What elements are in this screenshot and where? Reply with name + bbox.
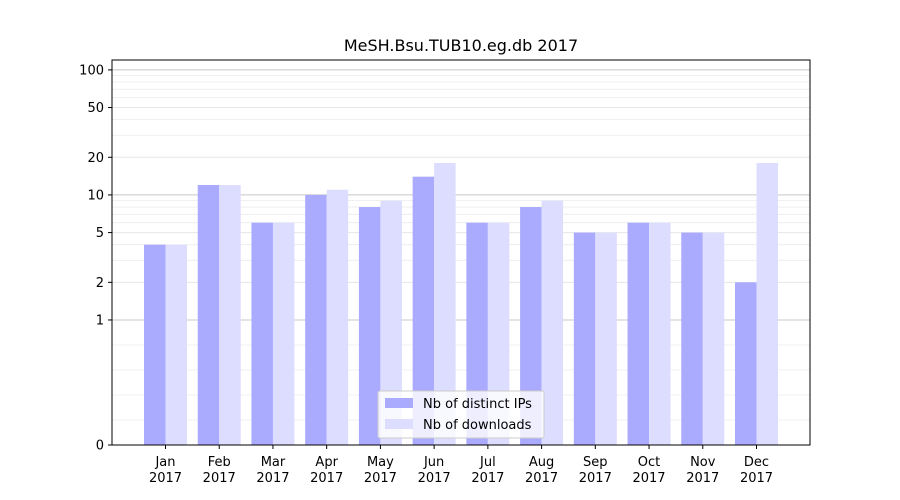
x-tick-label-month: Aug [529,455,554,470]
bar-downloads [380,200,402,445]
bar-distinct-ips [573,232,596,445]
x-tick-label-year: 2017 [740,471,773,486]
bar-downloads [649,222,671,445]
bar-downloads [434,163,456,445]
x-tick-label-year: 2017 [256,471,289,486]
y-tick-label: 20 [87,151,104,166]
axes-layer: 0125102050100Jan2017Feb2017Mar2017Apr201… [79,63,773,486]
y-tick-label: 1 [96,313,104,328]
bar-downloads [541,200,564,445]
x-tick-label-month: Feb [208,455,231,470]
x-tick-label-month: Jan [154,455,175,470]
x-tick-label-month: May [367,455,394,470]
bar-downloads [756,163,778,445]
x-tick-label-month: Oct [638,455,660,470]
bar-distinct-ips [627,222,650,445]
legend: Nb of distinct IPs Nb of downloads [377,390,545,439]
legend-label-downloads: Nb of downloads [423,418,532,433]
x-tick-label-year: 2017 [525,471,558,486]
x-tick-label-year: 2017 [364,471,397,486]
legend-label-distinct-ips: Nb of distinct IPs [423,397,532,412]
x-tick-label-month: Sep [583,455,608,470]
chart-title: MeSH.Bsu.TUB10.eg.db 2017 [344,36,578,55]
x-tick-label-year: 2017 [418,471,451,486]
bar-distinct-ips [412,176,435,445]
bar-distinct-ips [520,207,542,445]
bar-distinct-ips [197,185,220,445]
x-tick-label-year: 2017 [579,471,612,486]
plot-frame [111,59,811,446]
bar-downloads [219,185,241,445]
bars-layer [144,163,778,445]
bar-downloads [326,189,349,445]
bar-distinct-ips [735,282,757,445]
x-tick-label-year: 2017 [310,471,343,486]
y-tick-label: 2 [96,276,104,291]
x-tick-label-year: 2017 [686,471,719,486]
bar-distinct-ips [144,244,166,445]
x-tick-label-year: 2017 [471,471,504,486]
bar-distinct-ips [681,232,703,445]
bar-distinct-ips [305,194,327,445]
bar-distinct-ips [358,207,381,445]
bar-distinct-ips [251,222,273,445]
legend-box [377,390,545,439]
bar-downloads [165,244,187,445]
x-tick-label-month: Mar [261,455,286,470]
x-tick-label-year: 2017 [632,471,665,486]
y-tick-label: 5 [96,226,104,241]
y-tick-label: 50 [87,101,104,116]
bar-distinct-ips [466,222,488,445]
bar-downloads [487,222,510,445]
legend-swatch-distinct-ips [385,398,413,408]
y-tick-label: 100 [79,63,104,78]
y-tick-label: 10 [87,188,104,203]
bar-downloads [595,232,617,445]
x-tick-label-month: Apr [315,455,338,470]
bar-downloads [702,232,725,445]
legend-swatch-downloads [385,419,413,429]
x-tick-label-year: 2017 [203,471,236,486]
y-tick-label: 0 [96,439,104,454]
x-tick-label-month: Jul [479,455,496,470]
bar-downloads [272,222,295,445]
x-tick-label-year: 2017 [149,471,182,486]
x-tick-label-month: Dec [744,455,769,470]
x-tick-label-month: Jun [423,455,444,470]
x-tick-label-month: Nov [690,455,716,470]
